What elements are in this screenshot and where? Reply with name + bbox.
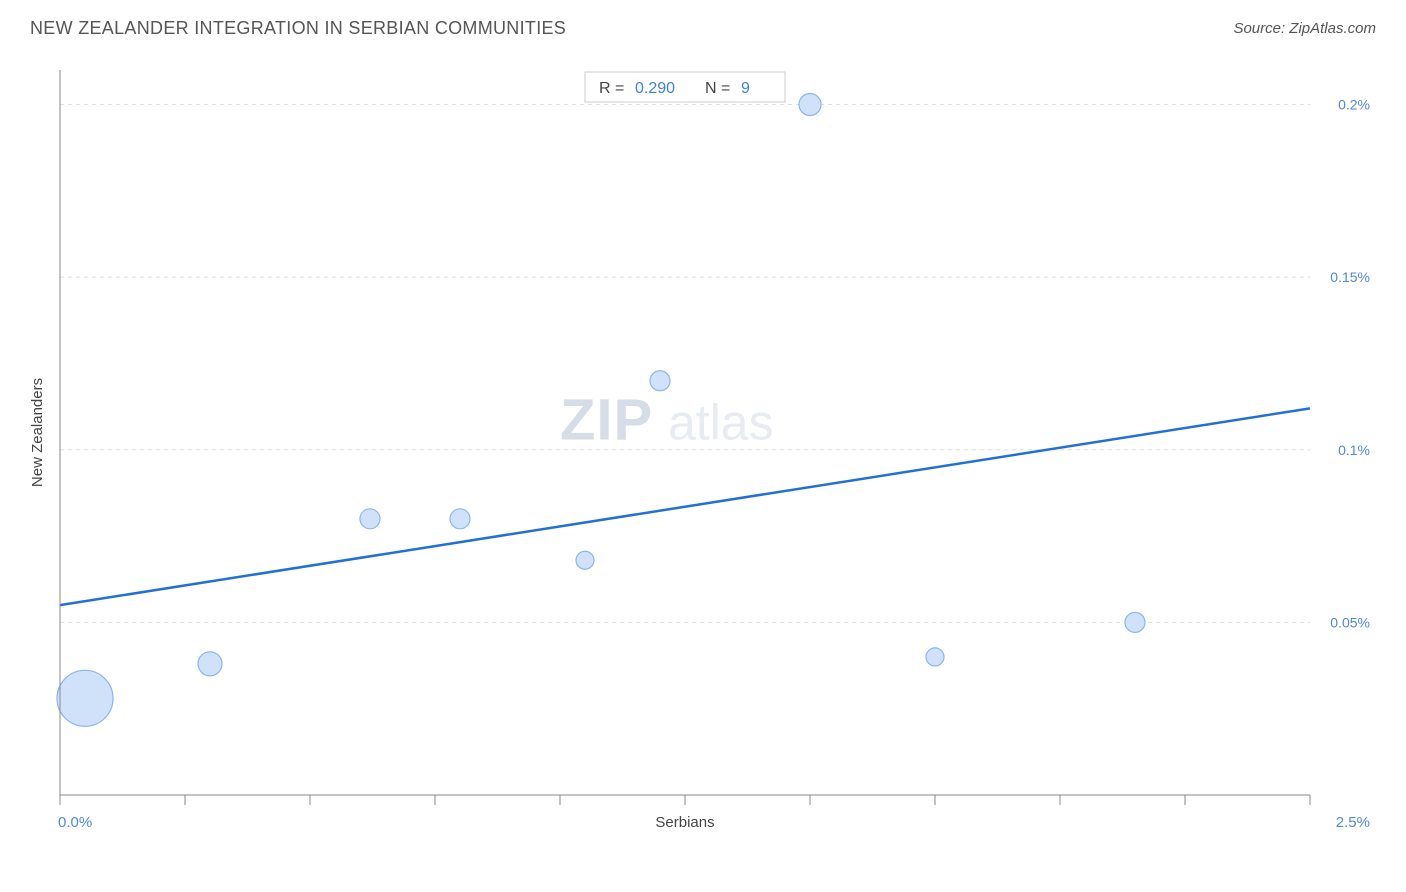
data-point [926,648,944,666]
y-tick-label: 0.05% [1330,614,1370,630]
y-tick-label: 0.2% [1338,97,1370,113]
data-point [799,94,821,116]
data-point [450,509,470,529]
data-point [198,652,222,676]
watermark-zip: ZIP [560,387,653,452]
data-point [650,371,670,391]
data-point [57,670,113,726]
y-tick-label: 0.15% [1330,269,1370,285]
data-point [1125,612,1145,632]
stats-n-label: N = [705,80,730,97]
stats-n-value: 9 [741,80,750,97]
scatter-chart: 0.05% 0.1% 0.15% 0.2% ZIP atlas 0.0% 2.5% Serbia… [30,55,1376,875]
data-point [576,551,594,569]
x-max-label: 2.5% [1336,814,1370,831]
source-label: Source: ZipAtlas.com [1233,20,1376,37]
stats-r-value: 0.290 [635,80,675,97]
x-min-label: 0.0% [58,814,92,831]
y-tick-label: 0.1% [1338,442,1370,458]
chart-title: NEW ZEALANDER INTEGRATION IN SERBIAN COM… [30,18,566,39]
x-axis-title: Serbians [655,814,714,831]
data-point [360,509,380,529]
watermark-atlas: atlas [668,394,774,450]
stats-r-label: R = [599,80,624,97]
chart-area: 0.05% 0.1% 0.15% 0.2% ZIP atlas 0.0% 2.5% Serbia… [30,55,1376,845]
y-axis-title: New Zealanders [30,378,46,487]
header: NEW ZEALANDER INTEGRATION IN SERBIAN COM… [0,0,1406,39]
